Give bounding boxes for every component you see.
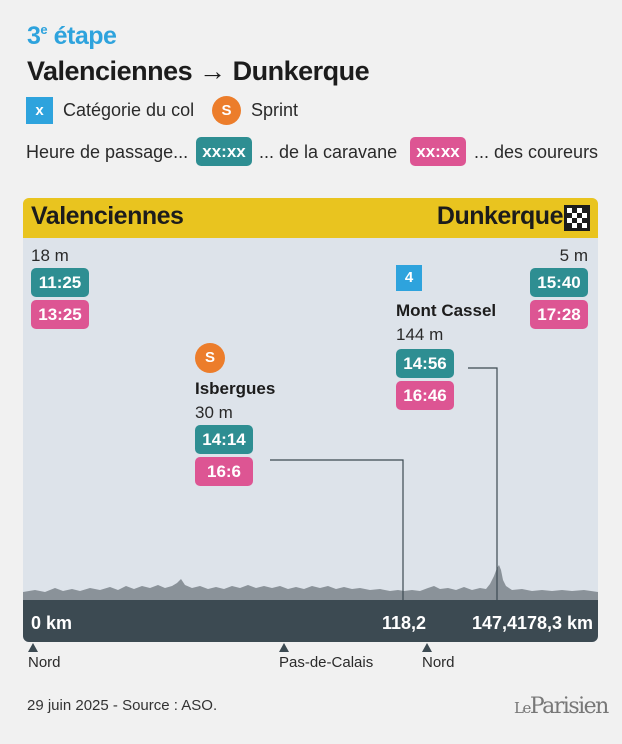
le-parisien-logo: LeParisien: [514, 694, 609, 719]
start-coureurs-time: 13:25: [31, 300, 89, 329]
isbergues-altitude: 30 m: [195, 403, 233, 422]
sprint-legend-badge: S: [212, 96, 241, 125]
category-legend-label: Catégorie du col: [63, 100, 195, 120]
region-marker: [279, 643, 289, 652]
stage-kicker: 3e étape: [27, 22, 117, 50]
caravane-legend-label: ... de la caravane: [259, 142, 398, 162]
finish-coureurs-time: 17:28: [530, 300, 588, 329]
finish-km: 178,3 km: [517, 613, 594, 633]
region-label: Pas-de-Calais: [279, 654, 374, 671]
mont-cassel-name: Mont Cassel: [396, 301, 497, 320]
category-legend-badge: x: [26, 97, 53, 124]
mont-cassel-leader-line: [468, 367, 498, 602]
isbergues-name: Isbergues: [195, 379, 276, 398]
distance-bar: [23, 600, 598, 642]
caravane-legend-pill: xx:xx: [196, 137, 252, 166]
sprint-legend-label: Sprint: [251, 100, 299, 120]
sprint-badge: S: [195, 343, 225, 373]
isbergues-leader-line: [270, 459, 404, 602]
mont-cassel-km: 147,4: [472, 613, 518, 633]
isbergues-coureurs-time: 16:6: [195, 457, 253, 486]
isbergues-km: 118,2: [382, 613, 427, 633]
city-bar: [23, 198, 598, 238]
elevation-area: [23, 565, 598, 600]
start-km: 0 km: [31, 613, 73, 633]
region-label: Nord: [422, 654, 455, 671]
passage-legend-label: Heure de passage...: [26, 142, 189, 162]
isbergues-caravane-time: 14:14: [195, 425, 253, 454]
region-marker: [422, 643, 432, 652]
finish-city: Dunkerque: [436, 202, 564, 230]
mont-cassel-coureurs-time: 16:46: [396, 381, 454, 410]
start-city: Valenciennes: [31, 202, 184, 230]
mont-cassel-altitude: 144 m: [396, 325, 444, 344]
start-caravane-time: 11:25: [31, 268, 89, 297]
coureurs-legend-label: ... des coureurs: [474, 142, 599, 162]
region-marker: [28, 643, 38, 652]
coureurs-legend-pill: xx:xx: [410, 137, 466, 166]
finish-altitude: 5 m: [559, 246, 588, 265]
start-altitude: 18 m: [31, 246, 69, 265]
source-note: 29 juin 2025 - Source : ASO.: [27, 697, 218, 714]
region-label: Nord: [28, 654, 61, 671]
stage-title: Valenciennes → Dunkerque: [27, 56, 370, 86]
finish-flag-icon: [564, 205, 590, 231]
finish-caravane-time: 15:40: [530, 268, 588, 297]
col-category-badge: 4: [396, 265, 422, 291]
profile-panel: [23, 198, 598, 642]
mont-cassel-caravane-time: 14:56: [396, 349, 454, 378]
